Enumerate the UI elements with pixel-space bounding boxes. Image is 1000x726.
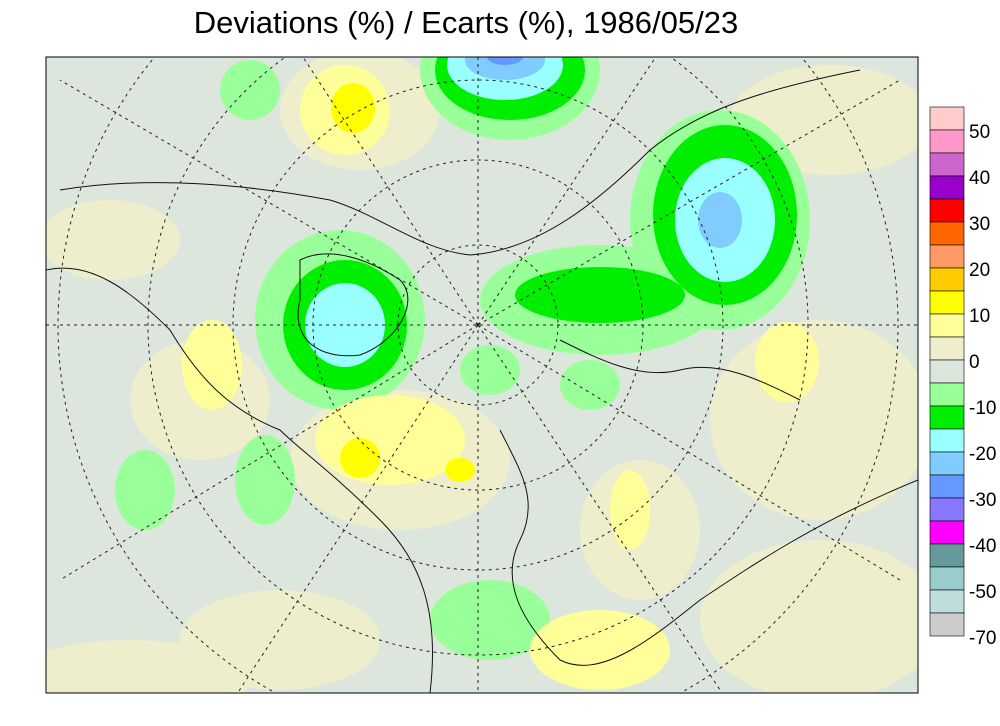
colorbar-swatch xyxy=(929,336,965,361)
colorbar-swatch xyxy=(929,129,965,154)
colorbar-label: -20 xyxy=(969,444,996,465)
colorbar-label: 20 xyxy=(969,260,990,281)
map xyxy=(46,57,918,693)
colorbar-swatch xyxy=(929,520,965,545)
colorbar-label: 50 xyxy=(969,122,990,143)
colorbar-swatch xyxy=(929,543,965,568)
colorbar-label: -40 xyxy=(969,536,996,557)
colorbar-swatch xyxy=(929,589,965,614)
colorbar-label: -50 xyxy=(969,582,996,603)
colorbar-swatch xyxy=(929,290,965,315)
colorbar-swatch xyxy=(929,221,965,246)
colorbar-label: 30 xyxy=(969,214,990,235)
colorbar-swatch xyxy=(929,175,965,200)
colorbar-swatch xyxy=(929,566,965,591)
colorbar-swatch xyxy=(929,474,965,499)
colorbar-label: 10 xyxy=(969,306,990,327)
colorbar-label: -10 xyxy=(969,398,996,419)
colorbar-swatch xyxy=(929,313,965,338)
title: Deviations (%) / Ecarts (%), 1986/05/23 xyxy=(194,5,738,40)
colorbar-swatch xyxy=(929,152,965,177)
colorbar-swatch xyxy=(929,106,965,131)
colorbar-swatch xyxy=(929,382,965,407)
colorbar: 50 40 30 20 10 0 -10 -20 -30 -40 -50 -70 xyxy=(929,106,996,649)
colorbar-swatch xyxy=(929,612,965,637)
colorbar-swatch xyxy=(929,428,965,453)
colorbar-swatch xyxy=(929,267,965,292)
colorbar-label: 40 xyxy=(969,168,990,189)
colorbar-swatch xyxy=(929,198,965,223)
colorbar-swatch xyxy=(929,497,965,522)
colorbar-swatch xyxy=(929,359,965,384)
colorbar-label: -70 xyxy=(969,628,996,649)
colorbar-swatch xyxy=(929,405,965,430)
colorbar-swatch xyxy=(929,451,965,476)
colorbar-label: -30 xyxy=(969,490,996,511)
colorbar-label: 0 xyxy=(969,352,980,373)
map-frame xyxy=(45,56,919,694)
colorbar-swatch xyxy=(929,244,965,269)
